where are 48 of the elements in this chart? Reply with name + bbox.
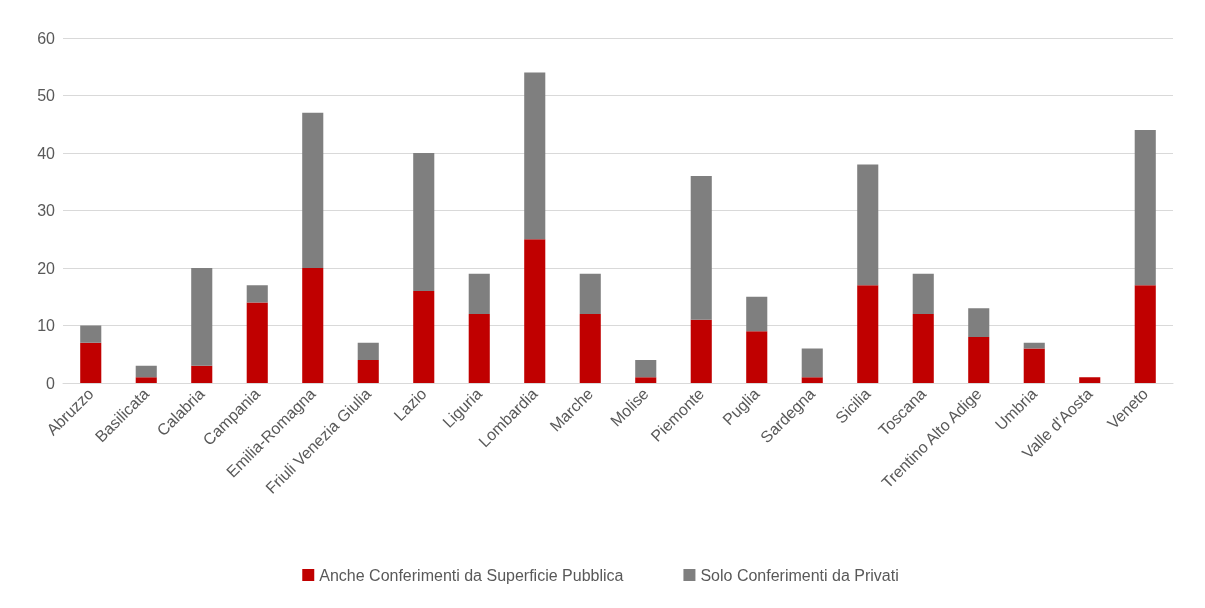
- bar: [80, 342, 102, 383]
- bar: [1134, 130, 1156, 286]
- y-tick-label: 0: [46, 374, 56, 392]
- bar: [524, 239, 546, 383]
- bar: [801, 377, 823, 383]
- y-tick-label: 50: [37, 87, 56, 104]
- bar: [857, 164, 879, 286]
- bar: [801, 348, 823, 378]
- bar: [357, 360, 379, 383]
- y-tick-label: 20: [37, 259, 56, 277]
- bar: [1134, 285, 1156, 383]
- bar: [746, 331, 768, 383]
- bar: [635, 377, 657, 383]
- legend-label: Solo Conferimenti da Privati: [700, 566, 899, 584]
- bar: [191, 268, 213, 366]
- bar: [968, 337, 990, 383]
- bar: [357, 342, 379, 360]
- bar: [1023, 342, 1045, 349]
- bar: [524, 72, 546, 240]
- bar: [80, 325, 102, 343]
- bar: [579, 273, 601, 314]
- bar: [857, 285, 879, 383]
- bar: [246, 285, 268, 303]
- bar: [468, 273, 490, 314]
- bar: [302, 112, 324, 268]
- bar: [468, 314, 490, 383]
- bar: [302, 268, 324, 383]
- bar: [912, 273, 934, 314]
- y-tick-label: 10: [37, 317, 56, 334]
- legend-label: Anche Conferimenti da Superficie Pubblica: [319, 566, 624, 584]
- bar: [690, 176, 712, 320]
- bar: [191, 365, 213, 383]
- y-tick-label: 60: [37, 29, 56, 47]
- bar: [968, 308, 990, 337]
- bar: [413, 291, 435, 383]
- bar: [635, 360, 657, 378]
- bar: [413, 153, 435, 291]
- y-tick-label: 30: [37, 202, 56, 219]
- bar: [746, 296, 768, 332]
- bar: [135, 377, 157, 383]
- bar: [135, 365, 157, 378]
- bar: [246, 302, 268, 383]
- bar: [1023, 348, 1045, 383]
- bar: [690, 319, 712, 383]
- bar: [1079, 377, 1101, 383]
- y-tick-label: 40: [37, 144, 56, 162]
- bar: [579, 314, 601, 383]
- bar: [912, 314, 934, 383]
